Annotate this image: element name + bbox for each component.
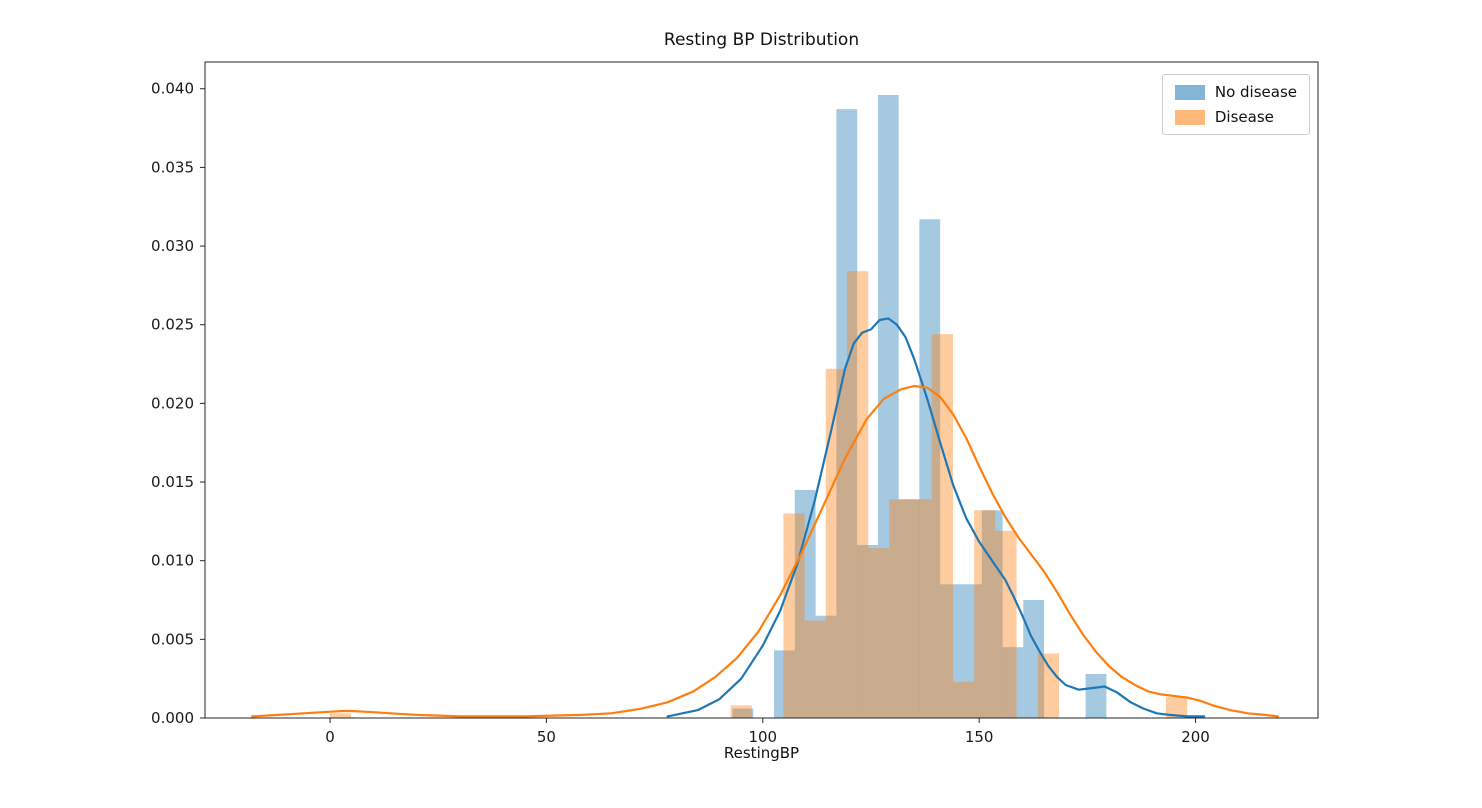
- hist-bar: [730, 705, 752, 718]
- x-axis-label: RestingBP: [723, 744, 800, 762]
- x-tick-label: 50: [537, 728, 556, 746]
- y-tick-label: 0.000: [151, 709, 194, 727]
- hist-bar: [1085, 674, 1107, 718]
- hist-bar: [974, 510, 996, 718]
- legend-swatch-disease: [1174, 109, 1205, 125]
- hist-bar: [981, 510, 1003, 718]
- hist-bar: [868, 548, 890, 718]
- hist-bar: [825, 368, 847, 718]
- x-tick-label: 150: [965, 728, 994, 746]
- hist-bar: [847, 271, 869, 718]
- y-tick-label: 0.035: [151, 158, 194, 176]
- legend: No disease Disease: [1161, 74, 1310, 135]
- legend-entry-disease: Disease: [1174, 108, 1297, 126]
- kde-line-disease: [251, 385, 1279, 718]
- y-tick-label: 0.015: [151, 473, 194, 491]
- legend-entry-no-disease: No disease: [1174, 83, 1297, 101]
- hist-bar: [898, 499, 920, 718]
- hist-bar: [953, 681, 975, 718]
- chart-title: Resting BP Distribution: [663, 30, 860, 50]
- hist-bar: [961, 584, 982, 718]
- y-tick-label: 0.020: [151, 394, 194, 412]
- x-tick-label: 200: [1181, 728, 1210, 746]
- x-tick-label: 100: [748, 728, 777, 746]
- hist-bar: [995, 530, 1017, 718]
- hist-bar: [919, 219, 941, 719]
- hist-bars-disease: [329, 271, 1188, 718]
- hist-bar: [931, 334, 953, 718]
- hist-bar: [774, 650, 795, 718]
- hist-bar: [804, 620, 826, 718]
- hist-bar: [910, 499, 932, 718]
- hist-bar: [732, 708, 754, 718]
- kde-line-no-disease: [666, 317, 1206, 718]
- hist-bar: [1165, 697, 1188, 718]
- hist-bar: [329, 713, 351, 718]
- y-tick-label: 0.025: [151, 316, 194, 334]
- hist-bar: [889, 499, 911, 718]
- hist-bar: [815, 615, 837, 718]
- y-tick-label: 0.040: [151, 80, 194, 98]
- hist-bar: [857, 545, 878, 718]
- hist-bar: [940, 584, 961, 718]
- legend-label-disease: Disease: [1214, 108, 1274, 126]
- y-tick-label: 0.030: [151, 237, 194, 255]
- hist-bar: [794, 489, 816, 718]
- hist-bars-no-disease: [732, 95, 1107, 719]
- plot-spines: [204, 61, 1319, 719]
- x-axis: 0 50 100 150 200: [325, 718, 1210, 746]
- legend-label-no-disease: No disease: [1214, 83, 1297, 101]
- hist-bar: [1002, 647, 1024, 718]
- hist-bar: [783, 513, 805, 718]
- legend-swatch-no-disease: [1174, 84, 1205, 100]
- y-tick-label: 0.010: [151, 552, 194, 570]
- hist-bar: [836, 109, 858, 718]
- hist-bar: [1037, 653, 1059, 718]
- y-tick-label: 0.005: [151, 630, 194, 648]
- x-tick-label: 0: [325, 728, 335, 746]
- y-axis: 0.000 0.005 0.010 0.015 0.020 0.025 0.030 0.035…: [151, 80, 205, 727]
- hist-bar: [877, 95, 899, 718]
